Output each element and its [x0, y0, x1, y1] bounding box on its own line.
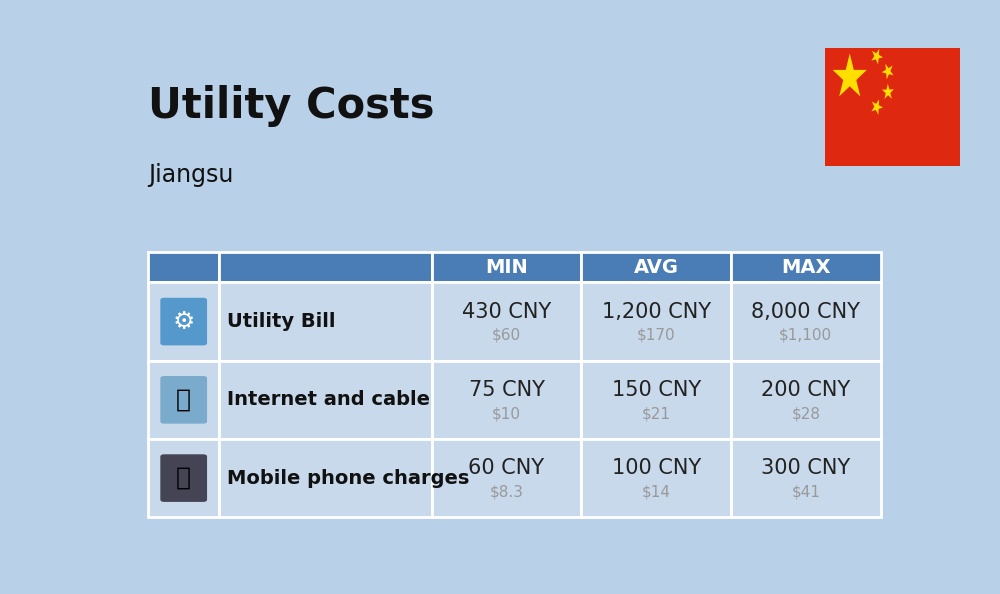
Text: 1,200 CNY: 1,200 CNY: [602, 302, 711, 321]
FancyBboxPatch shape: [219, 439, 432, 517]
Text: $60: $60: [492, 328, 521, 343]
FancyBboxPatch shape: [160, 454, 207, 502]
Text: Mobile phone charges: Mobile phone charges: [227, 469, 469, 488]
Text: $10: $10: [492, 406, 521, 421]
Text: $1,100: $1,100: [779, 328, 832, 343]
FancyBboxPatch shape: [148, 439, 219, 517]
Polygon shape: [833, 53, 867, 96]
FancyBboxPatch shape: [731, 361, 881, 439]
FancyBboxPatch shape: [219, 252, 432, 283]
FancyBboxPatch shape: [581, 283, 731, 361]
Text: ⚙: ⚙: [173, 309, 195, 334]
FancyBboxPatch shape: [825, 48, 960, 166]
Polygon shape: [882, 64, 893, 80]
Text: $14: $14: [642, 484, 671, 500]
Text: 📱: 📱: [176, 466, 191, 490]
Text: $21: $21: [642, 406, 671, 421]
FancyBboxPatch shape: [581, 361, 731, 439]
FancyBboxPatch shape: [432, 283, 581, 361]
FancyBboxPatch shape: [581, 252, 731, 283]
Text: 60 CNY: 60 CNY: [468, 458, 545, 478]
FancyBboxPatch shape: [148, 252, 219, 283]
Text: 200 CNY: 200 CNY: [761, 380, 850, 400]
FancyBboxPatch shape: [731, 252, 881, 283]
Polygon shape: [882, 84, 894, 99]
Text: 8,000 CNY: 8,000 CNY: [751, 302, 860, 321]
Polygon shape: [871, 49, 883, 65]
Text: MAX: MAX: [781, 258, 831, 277]
Text: MIN: MIN: [485, 258, 528, 277]
Text: 100 CNY: 100 CNY: [612, 458, 701, 478]
Text: $8.3: $8.3: [490, 484, 524, 500]
Text: 📡: 📡: [176, 388, 191, 412]
Text: Jiangsu: Jiangsu: [148, 163, 234, 187]
FancyBboxPatch shape: [581, 439, 731, 517]
Text: $41: $41: [791, 484, 820, 500]
FancyBboxPatch shape: [148, 283, 219, 361]
Text: $170: $170: [637, 328, 676, 343]
Text: $28: $28: [791, 406, 820, 421]
FancyBboxPatch shape: [219, 283, 432, 361]
FancyBboxPatch shape: [432, 439, 581, 517]
FancyBboxPatch shape: [160, 298, 207, 345]
Text: AVG: AVG: [634, 258, 679, 277]
Text: Utility Bill: Utility Bill: [227, 312, 335, 331]
Text: 75 CNY: 75 CNY: [469, 380, 545, 400]
Text: Utility Costs: Utility Costs: [148, 85, 435, 127]
FancyBboxPatch shape: [731, 283, 881, 361]
Text: 300 CNY: 300 CNY: [761, 458, 850, 478]
FancyBboxPatch shape: [731, 439, 881, 517]
FancyBboxPatch shape: [432, 361, 581, 439]
Text: 430 CNY: 430 CNY: [462, 302, 551, 321]
Text: 150 CNY: 150 CNY: [612, 380, 701, 400]
FancyBboxPatch shape: [160, 376, 207, 424]
FancyBboxPatch shape: [148, 361, 219, 439]
FancyBboxPatch shape: [432, 252, 581, 283]
Text: Internet and cable: Internet and cable: [227, 390, 430, 409]
Polygon shape: [871, 99, 883, 115]
FancyBboxPatch shape: [219, 361, 432, 439]
